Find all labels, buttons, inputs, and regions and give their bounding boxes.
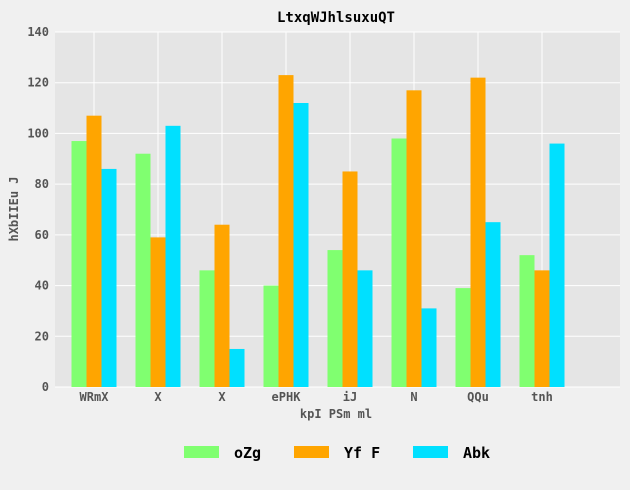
legend-label: Yf F — [344, 444, 380, 462]
chart-title: LtxqWJhlsuxuQT — [277, 10, 395, 26]
bar-abk-5 — [421, 308, 437, 387]
bar-yf-f-5 — [406, 90, 422, 388]
y-tick-label: 20 — [35, 329, 49, 343]
y-tick-label: 100 — [27, 126, 49, 140]
legend-label: Abk — [463, 444, 490, 462]
y-tick-labels: 0 20 40 60 80 100 120 140 — [27, 25, 49, 394]
y-tick-label: 0 — [42, 380, 49, 394]
x-tick-label: QQu — [467, 390, 489, 404]
bars-group — [71, 75, 565, 388]
bar-yf-f-7 — [534, 270, 550, 387]
legend: oZg Yf F Abk — [184, 444, 490, 462]
bar-abk-0 — [101, 168, 117, 387]
bar-yf-f-4 — [342, 171, 358, 387]
bar-ozg-4 — [327, 250, 343, 387]
y-tick-label: 140 — [27, 25, 49, 39]
bar-yf-f-1 — [150, 237, 166, 387]
x-tick-label: ePHK — [272, 390, 302, 404]
bar-yf-f-0 — [86, 115, 102, 387]
x-tick-label: N — [410, 390, 417, 404]
bar-ozg-1 — [135, 153, 151, 387]
bar-ozg-3 — [263, 285, 279, 387]
bar-ozg-7 — [519, 255, 535, 387]
bar-yf-f-3 — [278, 75, 294, 387]
y-tick-label: 60 — [35, 228, 49, 242]
x-tick-label: WRmX — [80, 390, 110, 404]
y-tick-label: 40 — [35, 279, 49, 293]
bar-abk-1 — [165, 125, 181, 388]
x-tick-label: tnh — [531, 390, 553, 404]
legend-swatch — [413, 446, 448, 458]
legend-label: oZg — [234, 444, 261, 462]
bar-ozg-5 — [391, 138, 407, 387]
legend-swatch — [294, 446, 329, 458]
bar-abk-7 — [549, 143, 565, 387]
bar-yf-f-2 — [214, 224, 230, 387]
legend-swatch — [184, 446, 219, 458]
y-tick-label: 120 — [27, 76, 49, 90]
y-tick-label: 80 — [35, 177, 49, 191]
bar-abk-6 — [485, 222, 501, 387]
bar-abk-3 — [293, 103, 309, 387]
bar-abk-2 — [229, 348, 245, 387]
x-tick-label: X — [154, 390, 162, 404]
bar-ozg-0 — [71, 141, 87, 387]
bar-abk-4 — [357, 270, 373, 387]
x-tick-label: iJ — [343, 390, 357, 404]
bar-ozg-6 — [455, 288, 471, 387]
y-axis-label: hXbIIEu J — [7, 176, 21, 241]
bar-ozg-2 — [199, 270, 215, 387]
bar-yf-f-6 — [470, 77, 486, 388]
x-tick-label: X — [218, 390, 226, 404]
x-axis-label: kpI PSm ml — [300, 407, 372, 421]
